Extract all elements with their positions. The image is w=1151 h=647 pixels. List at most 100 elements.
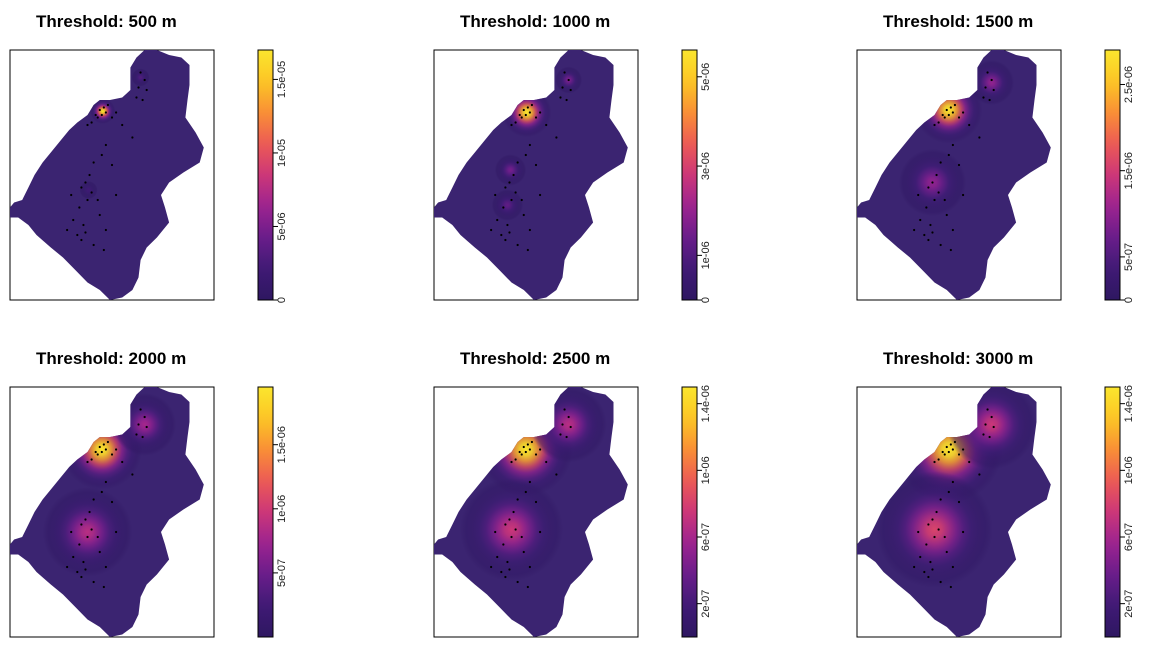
observation-point	[496, 218, 499, 222]
colorbar-tick-label: 0	[276, 297, 288, 303]
observation-point	[102, 248, 105, 252]
density-hotspot	[131, 68, 150, 87]
observation-point	[100, 153, 103, 157]
observation-point	[502, 206, 505, 209]
density-hotspot	[42, 487, 133, 577]
observation-point	[494, 530, 497, 534]
observation-point	[98, 550, 101, 554]
observation-point	[951, 143, 954, 147]
heatmap-panel: Threshold: 2500 m 2e-07 6e-07 1e-06 1.4e-06	[432, 347, 722, 647]
observation-point	[520, 198, 523, 202]
observation-point	[66, 228, 69, 232]
observation-point	[506, 223, 509, 227]
observation-point	[514, 191, 517, 194]
observation-point	[80, 238, 83, 242]
observation-point	[90, 191, 93, 194]
panel-title: Threshold: 500 m	[36, 12, 177, 31]
observation-point	[913, 565, 916, 569]
observation-point	[538, 448, 542, 451]
observation-point	[961, 448, 965, 451]
observation-point	[933, 198, 936, 202]
observation-point	[559, 433, 562, 436]
observation-point	[504, 238, 507, 242]
observation-point	[92, 498, 95, 501]
observation-point	[978, 136, 981, 139]
observation-point	[78, 206, 81, 209]
observation-point	[947, 450, 950, 454]
observation-point	[72, 555, 75, 559]
observation-point	[500, 570, 503, 574]
observation-point	[520, 116, 523, 119]
observation-point	[106, 440, 110, 444]
observation-point	[988, 98, 991, 102]
observation-point	[986, 71, 989, 74]
panel-title: Threshold: 2000 m	[36, 349, 187, 368]
observation-point	[72, 218, 75, 222]
observation-point	[104, 448, 107, 451]
observation-point	[937, 528, 940, 531]
observation-point	[504, 186, 507, 189]
observation-point	[945, 445, 948, 449]
observation-point	[137, 86, 140, 89]
observation-point	[131, 473, 134, 476]
observation-point	[508, 568, 511, 571]
colorbar-tick-label: 1e-05	[276, 139, 288, 167]
observation-point	[145, 425, 148, 429]
observation-point	[931, 518, 934, 521]
observation-point	[961, 193, 965, 197]
observation-point	[526, 106, 529, 109]
observation-point	[929, 560, 932, 564]
density-hotspot	[79, 181, 98, 199]
observation-point	[94, 450, 97, 454]
observation-point	[913, 228, 916, 232]
observation-point	[526, 443, 529, 446]
observation-point	[82, 223, 85, 227]
observation-point	[114, 448, 118, 451]
observation-point	[496, 555, 499, 559]
observation-point	[943, 535, 946, 539]
observation-point	[510, 198, 513, 202]
observation-point	[530, 440, 534, 444]
observation-point	[565, 435, 568, 439]
observation-point	[545, 123, 548, 127]
observation-point	[514, 458, 517, 461]
map-frame	[433, 49, 639, 301]
heatmap-panel: Threshold: 500 m 0 5e-06 1e-05 1.5e-05	[8, 10, 298, 310]
observation-point	[534, 500, 538, 504]
observation-point	[90, 458, 93, 461]
observation-point	[927, 575, 930, 579]
observation-point	[524, 490, 527, 494]
colorbar-tick-label: 1e-06	[1123, 456, 1135, 484]
observation-point	[135, 433, 138, 436]
colorbar-tick-label: 5e-06	[700, 63, 712, 91]
observation-point	[143, 78, 146, 82]
observation-point	[961, 111, 965, 114]
study-region	[434, 50, 628, 300]
heatmap-panel: Threshold: 2000 m 5e-07 1e-06 1.5e-06	[8, 347, 298, 647]
observation-point	[139, 408, 142, 411]
observation-point	[528, 480, 531, 484]
colorbar-tick-label: 0	[1123, 297, 1135, 303]
observation-point	[84, 181, 87, 184]
colorbar	[1104, 49, 1121, 301]
observation-point	[984, 86, 987, 89]
observation-point	[526, 585, 529, 589]
observation-point	[939, 243, 942, 247]
observation-point	[92, 243, 95, 247]
observation-point	[121, 460, 124, 464]
observation-point	[94, 113, 97, 117]
observation-point	[80, 575, 83, 579]
colorbar-tick-label: 5e-07	[276, 559, 288, 587]
observation-point	[968, 460, 971, 464]
observation-point	[110, 500, 114, 504]
observation-point	[951, 448, 954, 451]
observation-point	[121, 123, 124, 127]
observation-point	[935, 173, 938, 177]
observation-point	[78, 543, 81, 546]
colorbar-tick-label: 2e-07	[700, 590, 712, 618]
observation-point	[949, 106, 952, 109]
colorbar-tick-label: 1e-06	[276, 495, 288, 523]
density-hotspot	[491, 189, 524, 221]
observation-point	[92, 161, 95, 164]
observation-point	[524, 113, 527, 117]
